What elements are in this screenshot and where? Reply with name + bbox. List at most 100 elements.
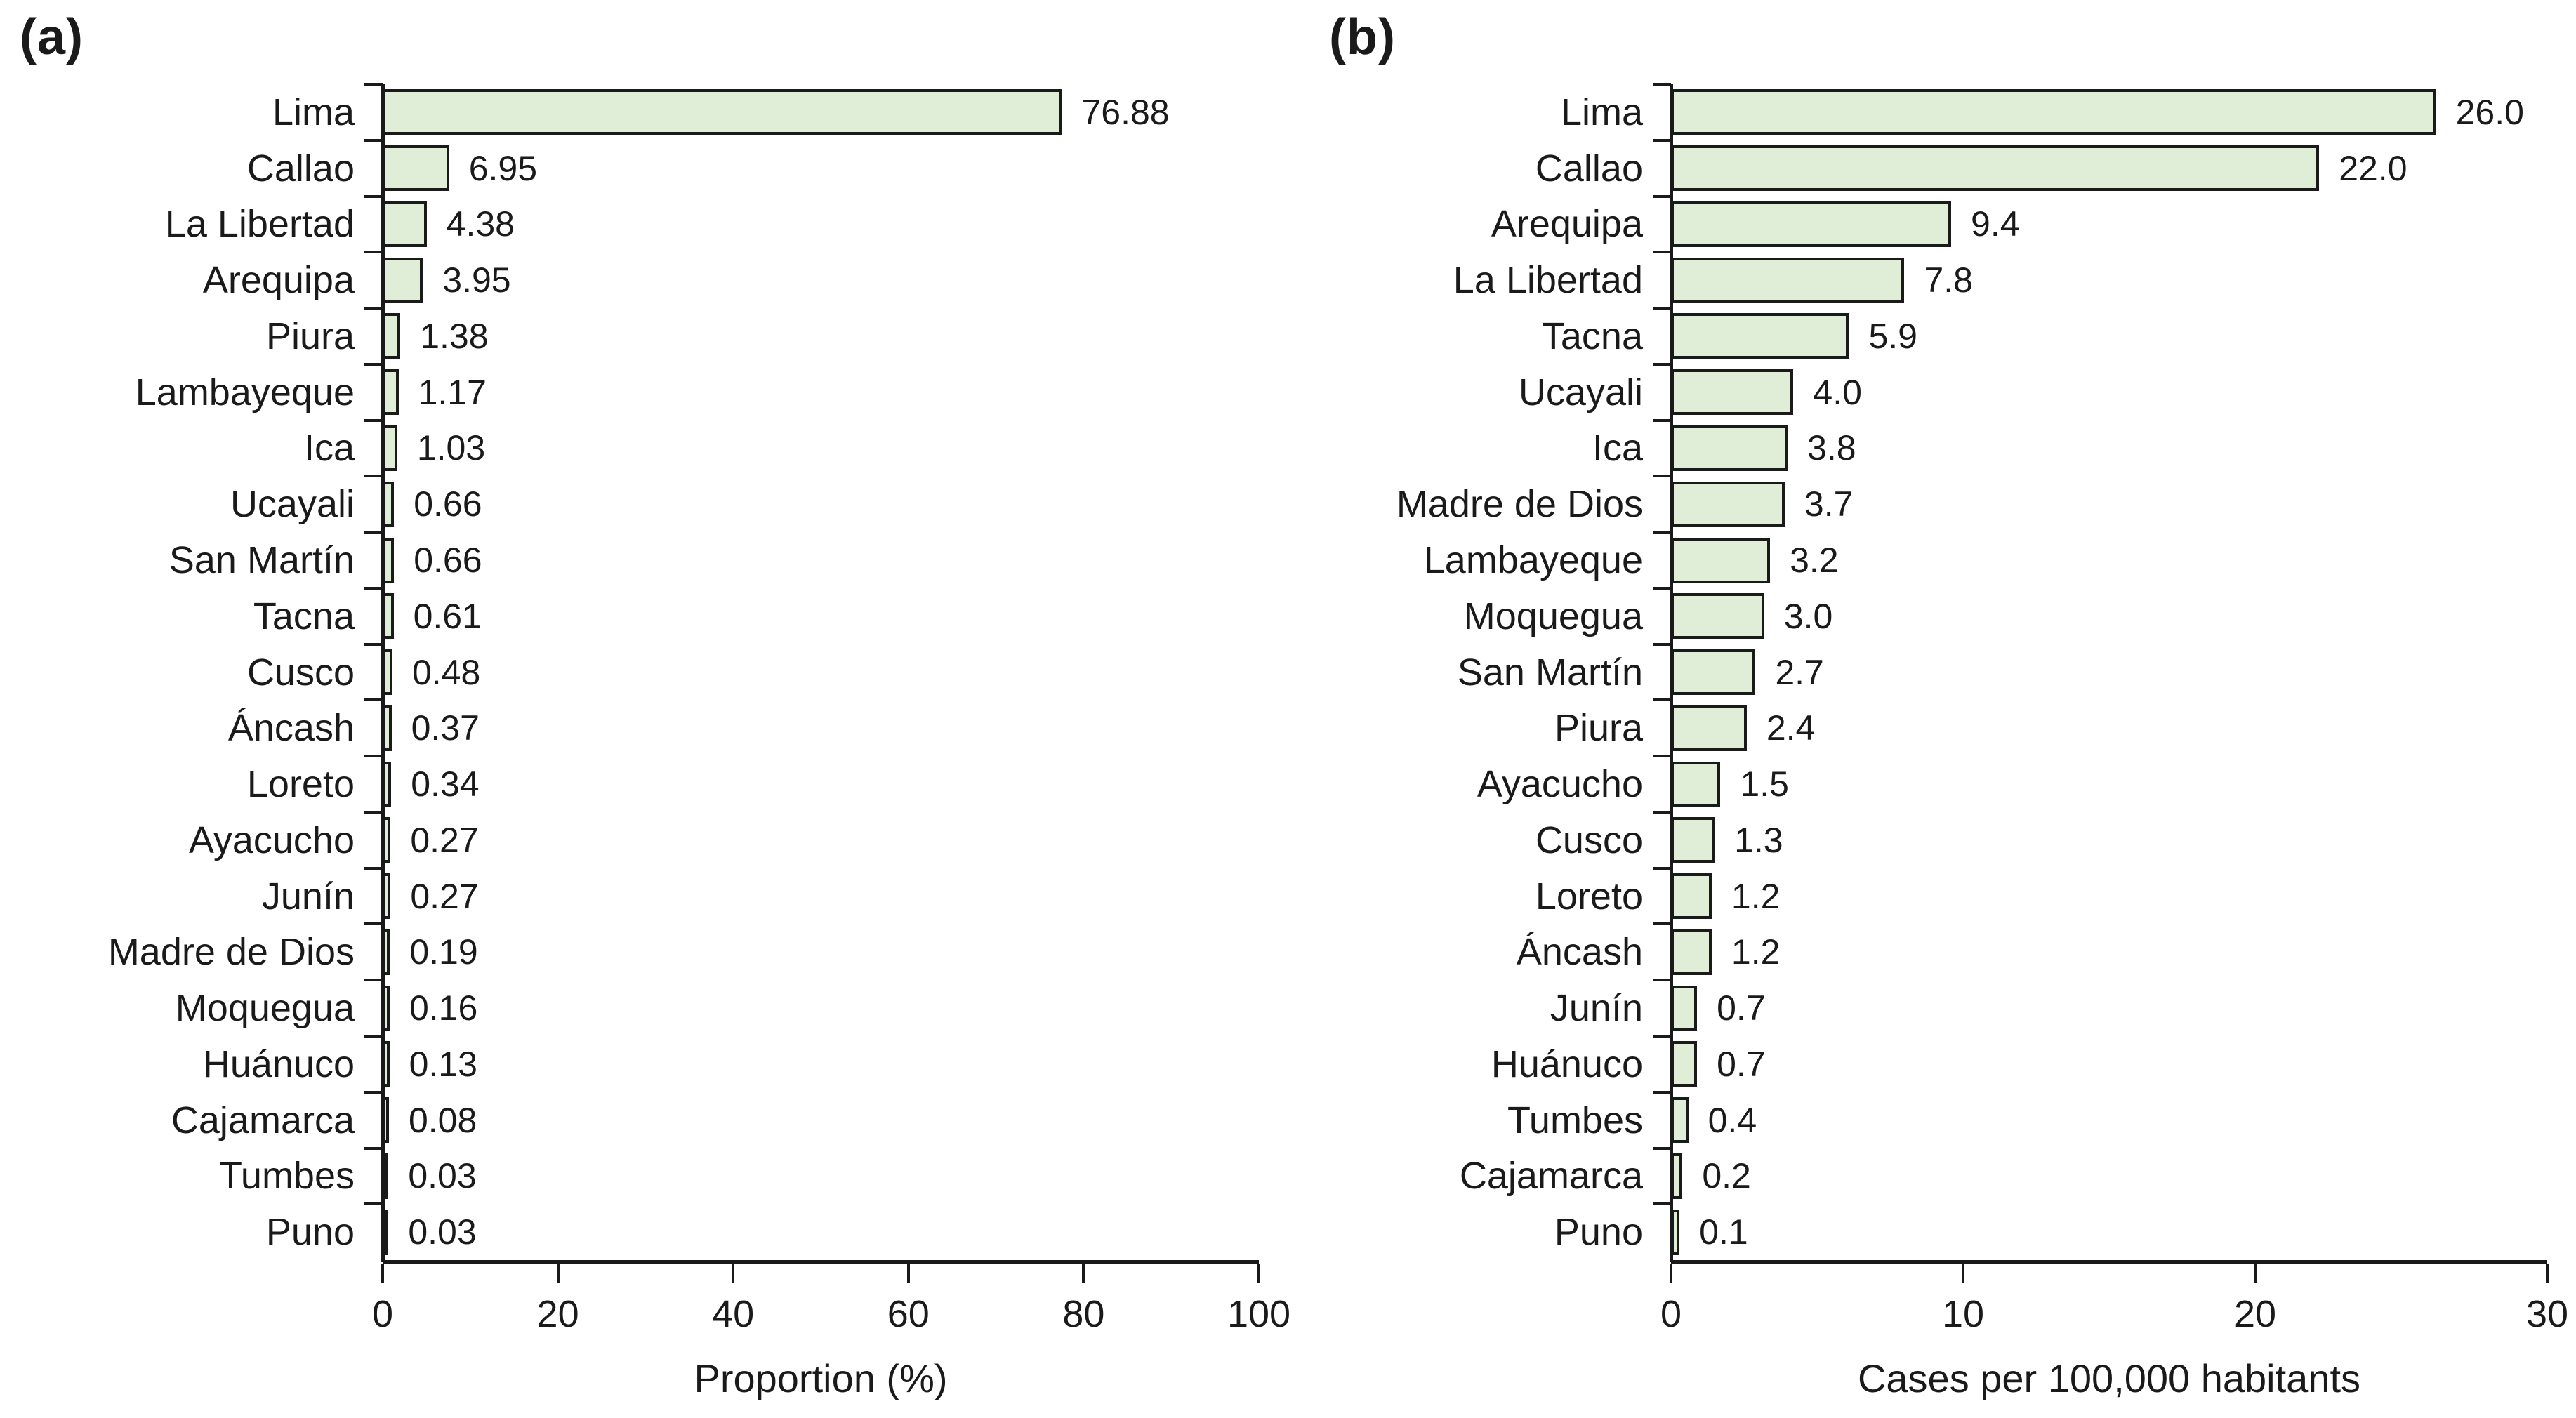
bar-track: 0.4 xyxy=(1671,1092,2547,1148)
panel-b: (b) Lima 26.0 Callao 22.0 Arequipa 9.4 La Libe… xyxy=(1288,0,2576,1418)
bar-row: Lambayeque 3.2 xyxy=(1424,531,2547,588)
bar-track: 0.61 xyxy=(383,588,1259,644)
bar-row: Callao 22.0 xyxy=(1535,138,2547,197)
category-label: Madre de Dios xyxy=(1396,483,1643,526)
bar-track: 0.37 xyxy=(383,700,1259,756)
value-label: 0.16 xyxy=(409,988,478,1028)
bar-track: 1.5 xyxy=(1671,756,2547,812)
category-label: Cajamarca xyxy=(1459,1155,1643,1198)
bar xyxy=(383,257,423,303)
category-label: Áncash xyxy=(1516,931,1643,974)
bar xyxy=(383,1153,389,1199)
x-axis-line xyxy=(383,1260,1259,1264)
bar-row: Piura 2.4 xyxy=(1554,698,2547,756)
value-label: 0.7 xyxy=(1717,1044,1766,1084)
bar xyxy=(383,369,399,416)
value-label: 0.34 xyxy=(411,764,480,804)
bar xyxy=(383,481,395,527)
panel-a: (a) Lima 76.88 Callao 6.95 La Libertad 4.38 Ar… xyxy=(20,9,1290,1400)
bar-row: Cusco 0.48 xyxy=(247,642,1259,701)
x-tick-label: 40 xyxy=(712,1293,755,1335)
bar-row: Madre de Dios 0.19 xyxy=(108,922,1259,980)
value-label: 1.03 xyxy=(416,428,486,468)
bar-track: 1.38 xyxy=(383,308,1259,364)
value-label: 2.4 xyxy=(1766,708,1816,748)
bar-track: 0.7 xyxy=(1671,1036,2547,1092)
bar xyxy=(1671,1041,1698,1087)
category-label: Áncash xyxy=(227,707,355,750)
bar-track: 0.13 xyxy=(383,1036,1259,1092)
bar-row: San Martín 0.66 xyxy=(169,531,1259,588)
value-label: 4.0 xyxy=(1813,372,1862,412)
bar-row: La Libertad 7.8 xyxy=(1453,251,2547,308)
x-tick-label: 20 xyxy=(536,1293,579,1335)
x-tick-labels: 0 20 40 60 80 100 xyxy=(372,1293,1290,1340)
value-label: 1.5 xyxy=(1740,764,1789,804)
bar xyxy=(1671,481,1785,527)
bar xyxy=(383,145,449,192)
bar-row: Piura 1.38 xyxy=(266,307,1259,364)
bar-track: 0.19 xyxy=(383,924,1259,980)
bar-row: Áncash 0.37 xyxy=(228,698,1259,756)
value-label: 0.37 xyxy=(411,708,480,748)
bar-row: Arequipa 9.4 xyxy=(1491,194,2547,253)
x-axis-title: Proportion (%) xyxy=(694,1356,948,1400)
bar-row: Cajamarca 0.08 xyxy=(171,1090,1259,1148)
bar xyxy=(383,425,397,471)
bar-track: 4.38 xyxy=(383,197,1259,253)
category-label: Cusco xyxy=(1535,819,1643,861)
bar-track: 3.0 xyxy=(1671,588,2547,644)
rows: Lima 26.0 Callao 22.0 Arequipa 9.4 La Libertad… xyxy=(1396,83,2547,1262)
bar-track: 26.0 xyxy=(1671,84,2547,140)
value-label: 1.38 xyxy=(420,316,489,356)
category-label: Moquegua xyxy=(1463,595,1643,637)
value-label: 0.03 xyxy=(408,1156,477,1196)
bar xyxy=(383,1097,389,1144)
bar-row: La Libertad 4.38 xyxy=(165,194,1259,253)
bar-row: Callao 6.95 xyxy=(247,138,1259,197)
bar-row: Tacna 0.61 xyxy=(253,586,1259,644)
x-axis-line xyxy=(1671,1260,2547,1264)
bar-row: San Martín 2.7 xyxy=(1458,642,2547,701)
x-tick xyxy=(732,1264,735,1283)
x-tick xyxy=(2546,1264,2549,1283)
category-label: Loreto xyxy=(1535,875,1643,917)
value-label: 5.9 xyxy=(1868,316,1917,356)
panel-a-tag: (a) xyxy=(20,9,84,65)
bar-row: Moquegua 0.16 xyxy=(176,979,1259,1036)
bar-track: 6.95 xyxy=(383,140,1259,197)
category-label: Ucayali xyxy=(230,483,355,526)
category-label: Cusco xyxy=(246,651,355,694)
x-tick-label: 80 xyxy=(1062,1293,1105,1335)
value-label: 3.0 xyxy=(1783,596,1833,636)
category-label: Callao xyxy=(1535,147,1643,190)
value-label: 3.2 xyxy=(1790,541,1839,580)
x-tick-label: 100 xyxy=(1227,1293,1291,1335)
bar xyxy=(1671,1209,1680,1255)
category-label: Callao xyxy=(246,147,355,190)
category-label: Ayacucho xyxy=(1477,763,1643,806)
category-label: Cajamarca xyxy=(171,1099,355,1141)
panel-b-tag: (b) xyxy=(1329,9,1396,65)
bar-row: Puno 0.03 xyxy=(266,1202,1259,1260)
x-tick xyxy=(1082,1264,1085,1283)
category-label: San Martín xyxy=(169,539,355,581)
bar-track: 1.03 xyxy=(383,420,1259,477)
bar xyxy=(383,537,395,583)
bar-track: 5.9 xyxy=(1671,308,2547,364)
category-label: La Libertad xyxy=(1453,259,1643,302)
bar-row: Loreto 0.34 xyxy=(247,755,1259,812)
bar xyxy=(1671,761,1721,807)
bar xyxy=(1671,201,1952,247)
category-label: Arequipa xyxy=(202,259,355,302)
value-label: 1.2 xyxy=(1731,932,1781,972)
category-label: Loreto xyxy=(246,763,355,806)
bar-row: Ucayali 0.66 xyxy=(230,475,1259,532)
x-tick-label: 0 xyxy=(371,1293,394,1335)
bar-row: Loreto 1.2 xyxy=(1535,866,2547,925)
bar-row: Junín 0.7 xyxy=(1550,979,2547,1036)
bar-track: 4.0 xyxy=(1671,364,2547,420)
value-label: 3.7 xyxy=(1804,484,1854,524)
bar-row: Cajamarca 0.2 xyxy=(1460,1146,2547,1205)
bar-track: 9.4 xyxy=(1671,197,2547,253)
